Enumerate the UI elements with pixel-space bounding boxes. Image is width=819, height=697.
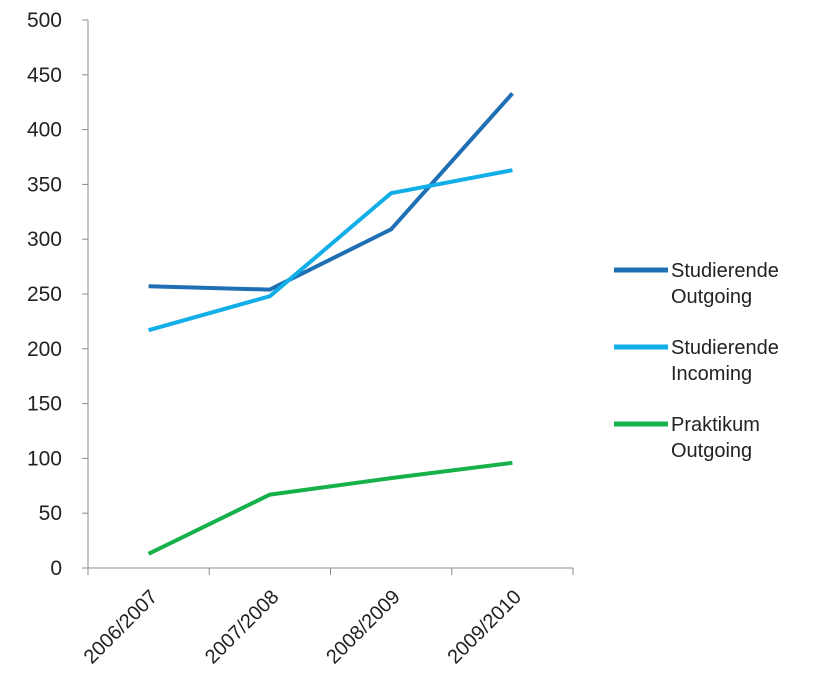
y-tick-label: 250 xyxy=(27,283,62,306)
y-tick-label: 0 xyxy=(50,557,62,580)
y-tick-label: 150 xyxy=(27,393,62,416)
series-line-0 xyxy=(148,92,514,292)
y-tick-label: 350 xyxy=(27,173,62,196)
legend-item-1: Studierende Incoming xyxy=(614,337,779,385)
y-tick-label: 50 xyxy=(39,502,62,525)
legend-label-line1: Studierende xyxy=(671,260,779,282)
x-tick-label: 2006/2007 xyxy=(80,586,162,668)
y-tick-label: 100 xyxy=(27,447,62,470)
legend-label-line1: Studierende xyxy=(671,337,779,359)
x-tick-label: 2009/2010 xyxy=(443,586,525,668)
x-axis-ticks: 2006/2007 2007/2008 2008/2009 2009/2010 xyxy=(80,568,574,668)
legend-label-line2: Outgoing xyxy=(671,286,752,308)
y-tick-label: 450 xyxy=(27,64,62,87)
series-lines xyxy=(147,92,514,556)
series-line-2 xyxy=(147,460,513,556)
legend-label-line1: Praktikum xyxy=(671,414,760,436)
series-line-1 xyxy=(148,168,513,333)
x-tick-label: 2007/2008 xyxy=(201,586,283,668)
y-tick-label: 200 xyxy=(27,338,62,361)
legend: Studierende Outgoing Studierende Incoming Pr… xyxy=(614,260,779,462)
y-axis-ticks: 0 50 100 150 200 250 300 350 400 450 500 xyxy=(27,9,88,580)
y-tick-label: 300 xyxy=(27,228,62,251)
legend-label-line2: Outgoing xyxy=(671,440,752,462)
y-tick-label: 400 xyxy=(27,119,62,142)
y-tick-label: 500 xyxy=(27,9,62,32)
legend-label-line2: Incoming xyxy=(671,363,752,385)
legend-item-2: Praktikum Outgoing xyxy=(614,414,760,462)
x-tick-label: 2008/2009 xyxy=(322,586,404,668)
legend-item-0: Studierende Outgoing xyxy=(614,260,779,308)
